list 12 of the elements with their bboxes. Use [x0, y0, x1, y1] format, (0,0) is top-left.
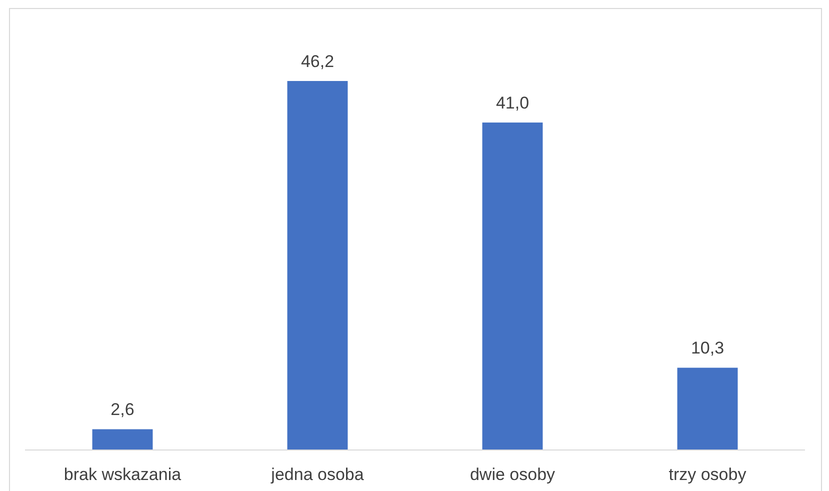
x-tick-label: jedna osoba — [270, 465, 364, 484]
x-tick-label: trzy osoby — [668, 465, 747, 484]
x-tick-label: brak wskazania — [64, 465, 182, 484]
data-label: 41,0 — [496, 94, 530, 113]
bar — [677, 368, 738, 450]
bar — [92, 429, 153, 450]
x-tick-label: dwie osoby — [470, 465, 556, 484]
bar — [482, 122, 543, 450]
bar — [287, 81, 348, 450]
data-label: 46,2 — [300, 52, 334, 71]
data-label: 10,3 — [690, 338, 724, 358]
data-label: 2,6 — [110, 400, 134, 420]
